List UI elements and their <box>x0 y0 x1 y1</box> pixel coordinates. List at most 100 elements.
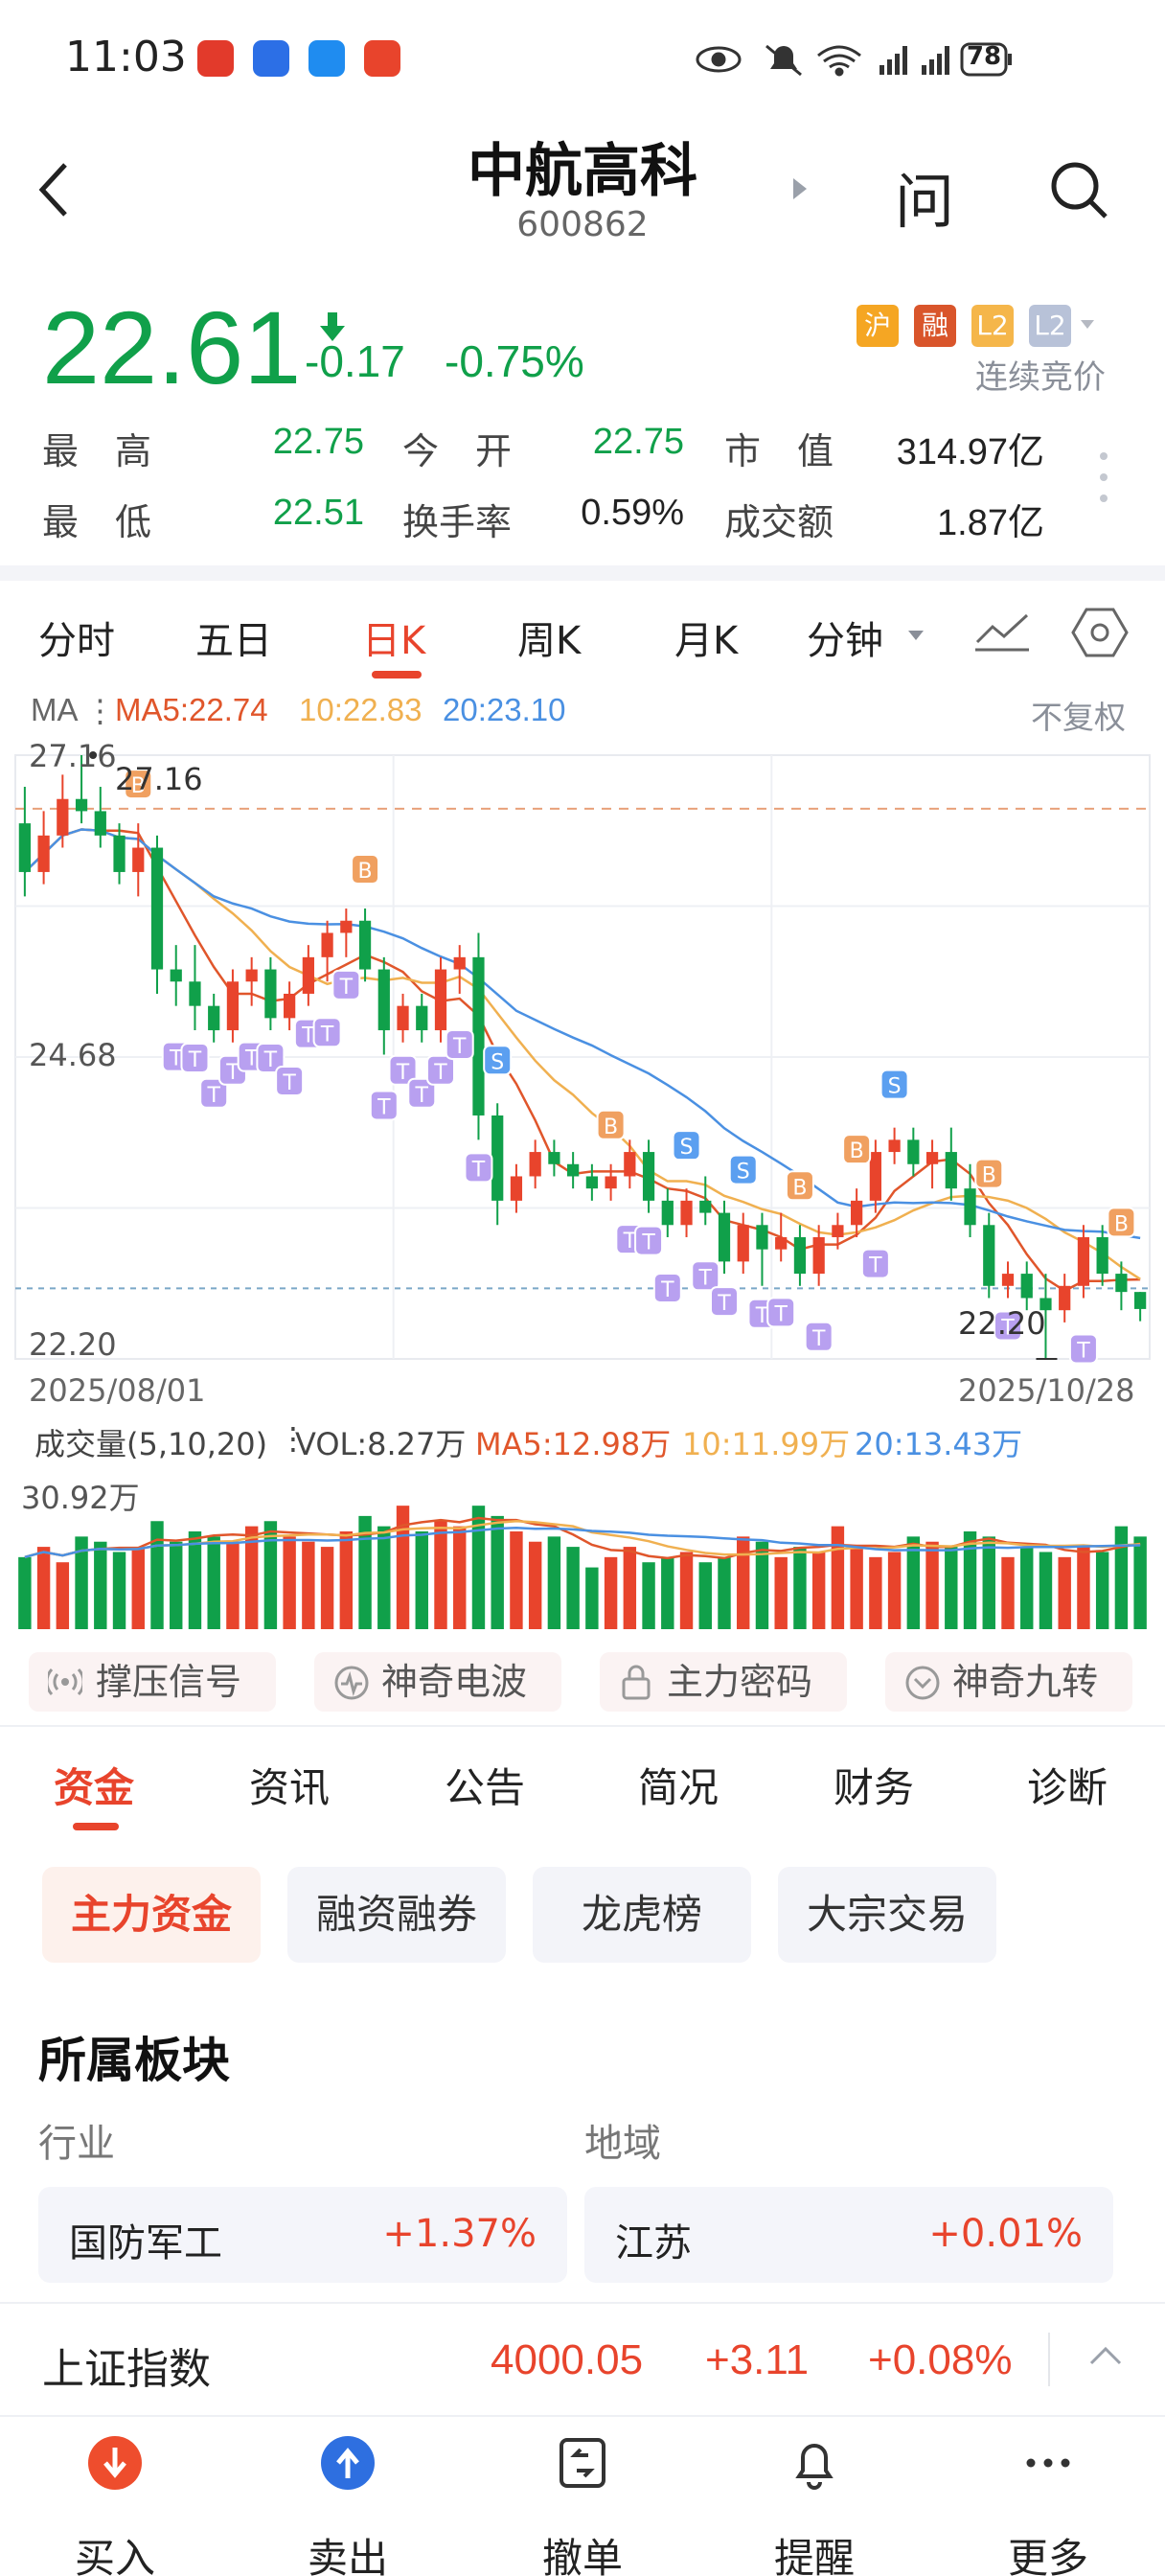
tab-news[interactable]: 资讯 <box>249 1764 331 1811</box>
alert-button[interactable]: 提醒 <box>773 2535 855 2576</box>
subtab-margin-trading[interactable]: 融资融券 <box>287 1867 506 1963</box>
tab-daily-k[interactable]: 日K <box>362 619 426 663</box>
signal-marker-t[interactable]: T <box>331 969 361 1000</box>
signal-marker-t[interactable]: T <box>766 1297 796 1328</box>
settings-hex-icon[interactable] <box>1071 606 1129 659</box>
signal-marker-b[interactable]: B <box>1107 1207 1136 1238</box>
signal-marker-t[interactable]: T <box>464 1152 493 1184</box>
signal-marker-b[interactable]: B <box>124 769 153 800</box>
chevron-down-icon[interactable] <box>1079 318 1096 332</box>
volume-bar <box>774 1556 788 1629</box>
tab-finance[interactable]: 财务 <box>834 1764 915 1811</box>
industry-card[interactable]: 国防军工 +1.37% <box>38 2187 567 2283</box>
signal-marker-t[interactable]: T <box>994 1310 1022 1342</box>
tab-minute[interactable]: 分钟 <box>807 619 883 663</box>
back-icon[interactable] <box>34 159 73 220</box>
ma-legend-prefix[interactable]: MA <box>31 692 79 727</box>
more-button[interactable]: 更多 <box>1007 2535 1088 2576</box>
buy-button[interactable]: 买入 <box>74 2535 155 2576</box>
subtab-block-trade[interactable]: 大宗交易 <box>778 1867 996 1963</box>
bell-icon[interactable] <box>786 2434 843 2492</box>
tab-profile[interactable]: 简况 <box>638 1764 720 1811</box>
candle-body <box>964 1188 976 1226</box>
ma20-line <box>23 828 1141 1240</box>
candle-body <box>756 1225 768 1250</box>
signal-label: T <box>244 1047 259 1071</box>
signal-marker-t[interactable]: T <box>426 1054 455 1086</box>
more-icon[interactable] <box>1019 2434 1077 2492</box>
signal-marker-b[interactable]: B <box>785 1170 814 1202</box>
signal-marker-t[interactable]: T <box>388 1054 418 1086</box>
candle-body <box>775 1236 788 1250</box>
signal-marker-t[interactable]: T <box>860 1248 890 1279</box>
signal-label: B <box>1114 1212 1129 1236</box>
volume-bar <box>869 1556 882 1629</box>
volume-bar <box>793 1547 807 1629</box>
pill-magic-wave[interactable]: 神奇电波 <box>314 1652 561 1712</box>
volume-bar <box>1001 1556 1015 1629</box>
signal-marker-s[interactable]: S <box>483 1045 513 1076</box>
signal-badge <box>728 1154 758 1185</box>
signal-marker-b[interactable]: B <box>596 1109 626 1140</box>
signal-marker-t[interactable]: T <box>180 1043 210 1074</box>
search-icon[interactable] <box>1046 157 1111 222</box>
chevron-up-icon[interactable] <box>1088 2344 1123 2367</box>
cancel-order-icon[interactable] <box>554 2434 611 2492</box>
volume-chart[interactable] <box>0 1466 1165 1635</box>
sell-icon[interactable] <box>319 2434 377 2492</box>
subtab-main-funds[interactable]: 主力资金 <box>42 1867 261 1963</box>
candle-body <box>737 1225 749 1262</box>
volume-bar <box>547 1536 561 1629</box>
signal-marker-s[interactable]: S <box>728 1154 758 1185</box>
tab-diagnosis[interactable]: 诊断 <box>1027 1764 1108 1811</box>
signal-marker-t[interactable]: T <box>369 1090 399 1121</box>
tab-weekly-k[interactable]: 周K <box>517 619 582 663</box>
signal-marker-t[interactable]: T <box>1068 1333 1098 1365</box>
volume-bar <box>358 1515 372 1629</box>
sell-button[interactable]: 卖出 <box>307 2535 388 2576</box>
volume-label[interactable]: 成交量(5,10,20) <box>34 1426 268 1462</box>
adjust-mode[interactable]: 不复权 <box>1031 700 1126 735</box>
signal-marker-t[interactable]: T <box>652 1272 682 1303</box>
signal-marker-t[interactable]: T <box>407 1077 437 1109</box>
signal-marker-t[interactable]: T <box>275 1066 305 1097</box>
stat-label: 最 高 <box>42 430 152 472</box>
tab-intraday[interactable]: 分时 <box>38 619 115 663</box>
badge-level2-dropdown[interactable]: L2 <box>1029 305 1071 347</box>
pill-magic-nine[interactable]: 神奇九转 <box>885 1652 1132 1712</box>
signal-marker-t[interactable]: T <box>312 1017 342 1048</box>
stat-low: 22.51 <box>272 493 364 533</box>
signal-marker-t[interactable]: T <box>804 1321 834 1352</box>
caret-right-icon[interactable] <box>791 176 809 201</box>
signal-marker-t[interactable]: T <box>445 1028 474 1060</box>
cancel-order-button[interactable]: 撤单 <box>541 2535 623 2576</box>
region-card[interactable]: 江苏 +0.01% <box>584 2187 1113 2283</box>
subtab-dragon-tiger[interactable]: 龙虎榜 <box>533 1867 751 1963</box>
signal-marker-s[interactable]: S <box>879 1069 909 1100</box>
indicator-line-icon[interactable] <box>973 610 1031 654</box>
index-value: 4000.05 <box>491 2336 644 2383</box>
signal-marker-t[interactable]: T <box>710 1286 739 1318</box>
volume-bar <box>1114 1526 1129 1629</box>
pill-main-force-code[interactable]: 主力密码 <box>600 1652 847 1712</box>
signal-marker-t[interactable]: T <box>634 1225 664 1256</box>
pill-support-resistance[interactable]: 撑压信号 <box>29 1652 276 1712</box>
chevron-down-icon[interactable] <box>906 629 925 642</box>
signal-marker-t[interactable]: T <box>256 1043 286 1074</box>
signal-marker-t[interactable]: T <box>691 1260 720 1292</box>
tab-announcements[interactable]: 公告 <box>445 1764 526 1811</box>
signal-marker-t[interactable]: T <box>199 1077 229 1109</box>
signal-marker-b[interactable]: B <box>842 1134 872 1165</box>
tab-funds[interactable]: 资金 <box>54 1764 135 1811</box>
signal-label: S <box>680 1136 694 1160</box>
tab-monthly-k[interactable]: 月K <box>674 619 739 663</box>
more-dots-icon[interactable] <box>1098 450 1109 504</box>
ask-button[interactable]: 问 <box>895 167 955 237</box>
signal-marker-b[interactable]: B <box>974 1158 1004 1189</box>
tab-five-day[interactable]: 五日 <box>195 619 272 663</box>
index-ticker[interactable]: 上证指数 4000.05 +3.11 +0.08% <box>0 2302 1165 2417</box>
buy-icon[interactable] <box>86 2434 144 2492</box>
signal-marker-b[interactable]: B <box>351 854 380 886</box>
signal-marker-s[interactable]: S <box>672 1130 701 1162</box>
